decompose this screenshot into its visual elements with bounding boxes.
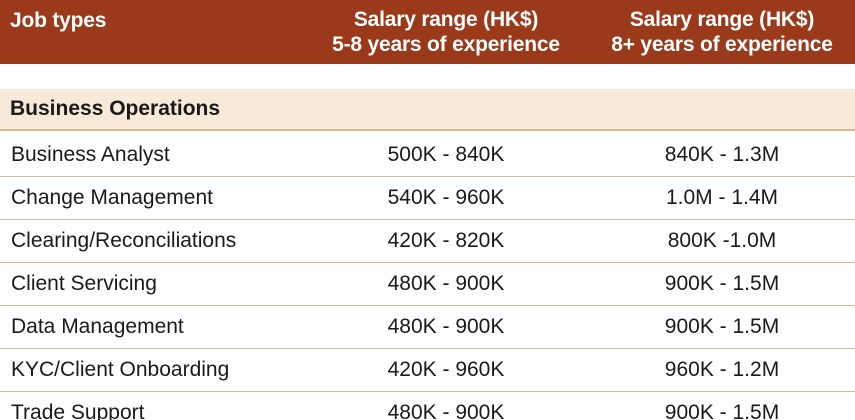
job-title: Business Analyst [11,143,170,166]
salary-5-8: 500K - 840K [387,143,505,166]
salary-5-8: 420K - 820K [387,229,505,252]
salary-8-plus: 900K - 1.5M [664,315,780,338]
job-title: Trade Support [11,401,145,420]
header-salary-5-8-line2: 5-8 years of experience [332,33,560,56]
table-row: Business Analyst 500K - 840K 840K - 1.3M [0,133,855,177]
salary-8-plus: 1.0M - 1.4M [665,186,779,209]
section-title: Business Operations [10,97,221,120]
salary-8-plus: 960K - 1.2M [664,358,780,381]
table-header: Job types Salary range (HK$) 5-8 years o… [0,0,855,64]
salary-5-8: 540K - 960K [387,186,505,209]
header-salary-8-plus: Salary range (HK$) 8+ years of experienc… [588,7,855,57]
job-title: Data Management [11,315,184,338]
table-row: Change Management 540K - 960K 1.0M - 1.4… [0,176,855,220]
table-row: Client Servicing 480K - 900K 900K - 1.5M [0,262,855,306]
header-salary-8-plus-line1: Salary range (HK$) [629,8,815,31]
job-title: Client Servicing [11,272,157,295]
header-salary-5-8: Salary range (HK$) 5-8 years of experien… [290,7,602,57]
header-salary-5-8-line1: Salary range (HK$) [353,8,539,31]
job-title: Clearing/Reconciliations [11,229,237,252]
table-row: Data Management 480K - 900K 900K - 1.5M [0,305,855,349]
table-row: Clearing/Reconciliations 420K - 820K 800… [0,219,855,263]
salary-5-8: 420K - 960K [387,358,505,381]
header-job-types: Job types [10,9,107,32]
salary-8-plus: 800K -1.0M [667,229,777,252]
job-title: Change Management [11,186,213,209]
salary-5-8: 480K - 900K [387,401,505,420]
salary-8-plus: 900K - 1.5M [664,272,780,295]
salary-5-8: 480K - 900K [387,315,505,338]
salary-8-plus: 840K - 1.3M [664,143,780,166]
job-title: KYC/Client Onboarding [11,358,230,381]
table-row: Trade Support 480K - 900K 900K - 1.5M [0,391,855,420]
salary-5-8: 480K - 900K [387,272,505,295]
salary-8-plus: 900K - 1.5M [664,401,780,420]
section-business-operations: Business Operations [0,89,855,131]
table-row: KYC/Client Onboarding 420K - 960K 960K -… [0,348,855,392]
header-salary-8-plus-line2: 8+ years of experience [611,33,833,56]
